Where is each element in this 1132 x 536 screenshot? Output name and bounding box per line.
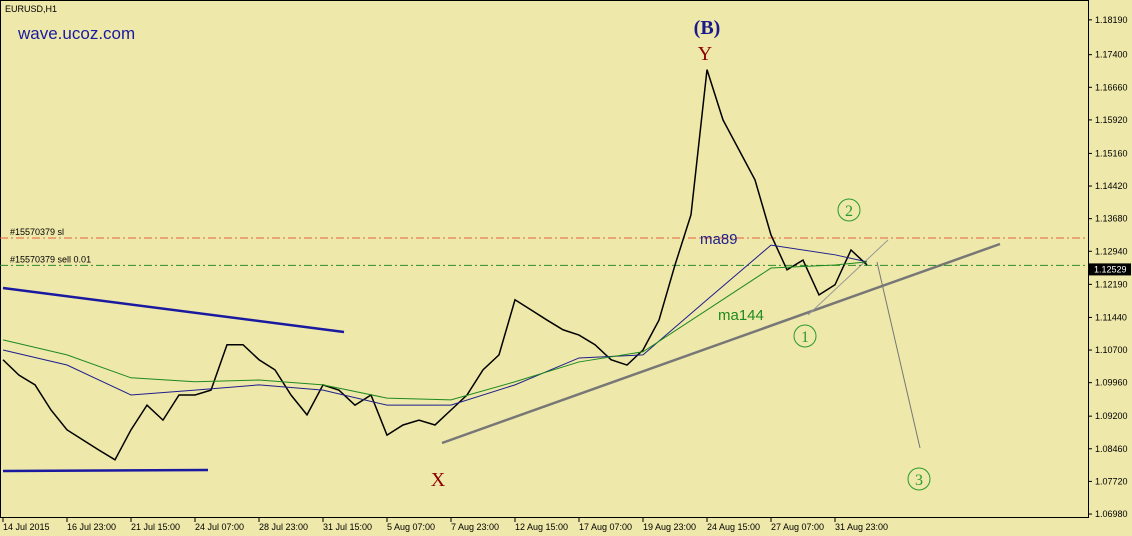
moving-average bbox=[2, 261, 868, 401]
watermark: wave.ucoz.com bbox=[17, 24, 135, 43]
price-line bbox=[2, 69, 868, 461]
wave-circle bbox=[907, 467, 931, 491]
y-tick-label: 1.16660 bbox=[1095, 82, 1128, 92]
x-tick-label: 21 Jul 15:00 bbox=[131, 522, 180, 532]
price-label: 1.12529 bbox=[1094, 264, 1127, 274]
x-tick-label: 16 Jul 23:00 bbox=[67, 522, 116, 532]
x-tick-label: 5 Aug 07:00 bbox=[387, 522, 435, 532]
y-tick-label: 1.15160 bbox=[1095, 148, 1128, 158]
x-tick-label: 7 Aug 23:00 bbox=[451, 522, 499, 532]
y-tick-label: 1.12940 bbox=[1095, 246, 1128, 256]
x-tick-label: 28 Jul 23:00 bbox=[259, 522, 308, 532]
x-tick-label: 24 Jul 07:00 bbox=[195, 522, 244, 532]
wave-label: Y bbox=[698, 43, 712, 65]
x-tick-label: 19 Aug 23:00 bbox=[643, 522, 696, 532]
trend-line bbox=[2, 468, 209, 473]
x-tick-label: 24 Aug 15:00 bbox=[707, 522, 760, 532]
y-tick-label: 1.12190 bbox=[1095, 279, 1128, 289]
y-tick-label: 1.06980 bbox=[1095, 509, 1128, 519]
x-tick-label: 31 Jul 15:00 bbox=[323, 522, 372, 532]
y-tick-label: 1.11440 bbox=[1095, 312, 1127, 322]
wave-label: X bbox=[431, 469, 446, 491]
x-tick-label: 31 Aug 23:00 bbox=[835, 522, 888, 532]
x-tick-label: 14 Jul 2015 bbox=[3, 522, 50, 532]
y-tick-label: 1.09200 bbox=[1095, 411, 1128, 421]
plot-frame bbox=[0, 0, 1089, 518]
wave-label: 1 bbox=[801, 329, 809, 346]
legend-label: ma89 bbox=[700, 231, 738, 248]
price-box bbox=[1089, 263, 1131, 276]
wave-circle bbox=[793, 324, 817, 348]
y-tick-label: 1.08460 bbox=[1095, 444, 1128, 454]
wave-label: 3 bbox=[915, 472, 923, 489]
y-tick-label: 1.18190 bbox=[1095, 15, 1128, 25]
moving-average bbox=[2, 244, 868, 406]
y-tick-label: 1.09960 bbox=[1095, 378, 1128, 388]
order-label: #15570379 sl bbox=[10, 227, 64, 237]
y-tick-label: 1.15920 bbox=[1095, 115, 1128, 125]
projection-line bbox=[807, 239, 889, 316]
trend-line bbox=[441, 242, 1001, 445]
projection-line bbox=[876, 261, 921, 449]
y-tick-label: 1.17400 bbox=[1095, 50, 1128, 60]
x-tick-label: 17 Aug 07:00 bbox=[579, 522, 632, 532]
y-tick-label: 1.13680 bbox=[1095, 214, 1128, 224]
trend-line bbox=[2, 286, 345, 334]
symbol: EURUSD,H1 bbox=[5, 4, 57, 14]
wave-label: (B) bbox=[694, 17, 721, 39]
y-tick-label: 1.14420 bbox=[1095, 181, 1128, 191]
wave-label: 2 bbox=[845, 203, 853, 220]
order-label: #15570379 sell 0.01 bbox=[10, 254, 91, 264]
wave-circle bbox=[837, 198, 861, 222]
y-tick-label: 1.07720 bbox=[1095, 476, 1128, 486]
y-tick-label: 1.10700 bbox=[1095, 345, 1128, 355]
x-tick-label: 27 Aug 07:00 bbox=[771, 522, 824, 532]
x-tick-label: 12 Aug 15:00 bbox=[515, 522, 568, 532]
legend-label: ma144 bbox=[718, 307, 764, 324]
